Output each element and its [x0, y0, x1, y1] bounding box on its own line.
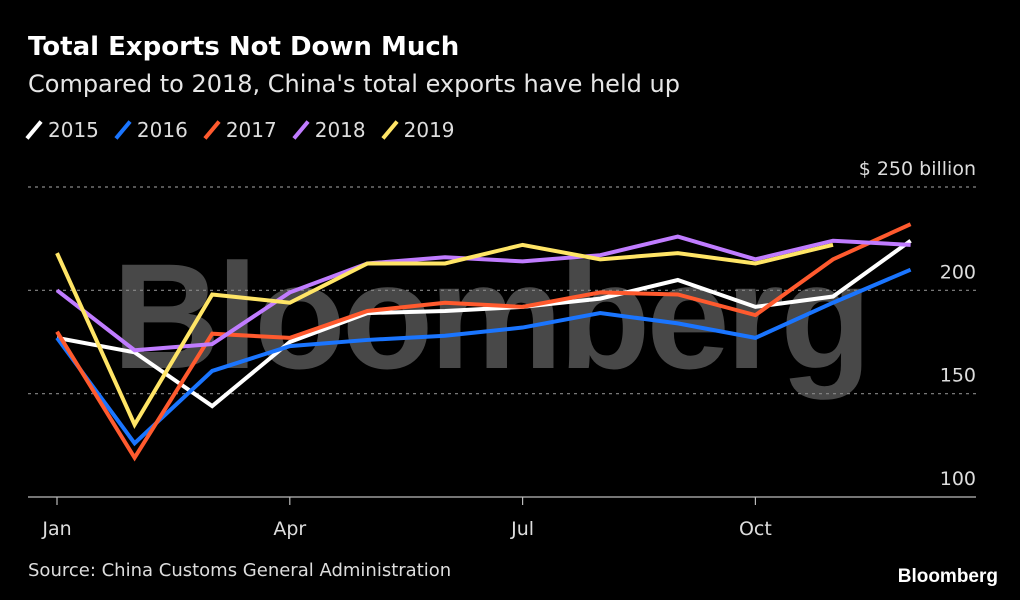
x-tick-label: Oct — [739, 518, 772, 540]
legend-item-2019: 2019 — [381, 118, 455, 142]
y-tick-label: $ 250 billion — [859, 158, 976, 180]
y-tick-label: 150 — [940, 365, 976, 387]
legend-item-2016: 2016 — [114, 118, 188, 142]
legend: 2015 2016 2017 2018 2019 — [25, 118, 455, 142]
legend-label: 2016 — [136, 118, 188, 142]
chart-title: Total Exports Not Down Much — [28, 32, 460, 62]
y-tick-label: 100 — [940, 468, 976, 490]
legend-label: 2019 — [403, 118, 455, 142]
x-tick-label: Jul — [510, 518, 534, 540]
chart-subtitle: Compared to 2018, China's total exports … — [28, 70, 680, 98]
x-tick-label: Jan — [41, 518, 71, 540]
series-line-2016 — [55, 267, 912, 447]
series-line-2018 — [55, 234, 911, 353]
bloomberg-logo: Bloomberg — [897, 566, 998, 587]
legend-item-2015: 2015 — [25, 118, 99, 142]
legend-item-2018: 2018 — [292, 118, 366, 142]
series-line-2017 — [55, 222, 912, 462]
legend-label: 2015 — [48, 118, 99, 142]
source-note: Source: China Customs General Administra… — [28, 560, 452, 581]
y-tick-label: 200 — [940, 261, 976, 283]
legend-label: 2017 — [225, 118, 277, 142]
x-tick-label: Apr — [273, 518, 306, 540]
legend-item-2017: 2017 — [203, 118, 277, 142]
legend-label: 2018 — [314, 118, 366, 142]
